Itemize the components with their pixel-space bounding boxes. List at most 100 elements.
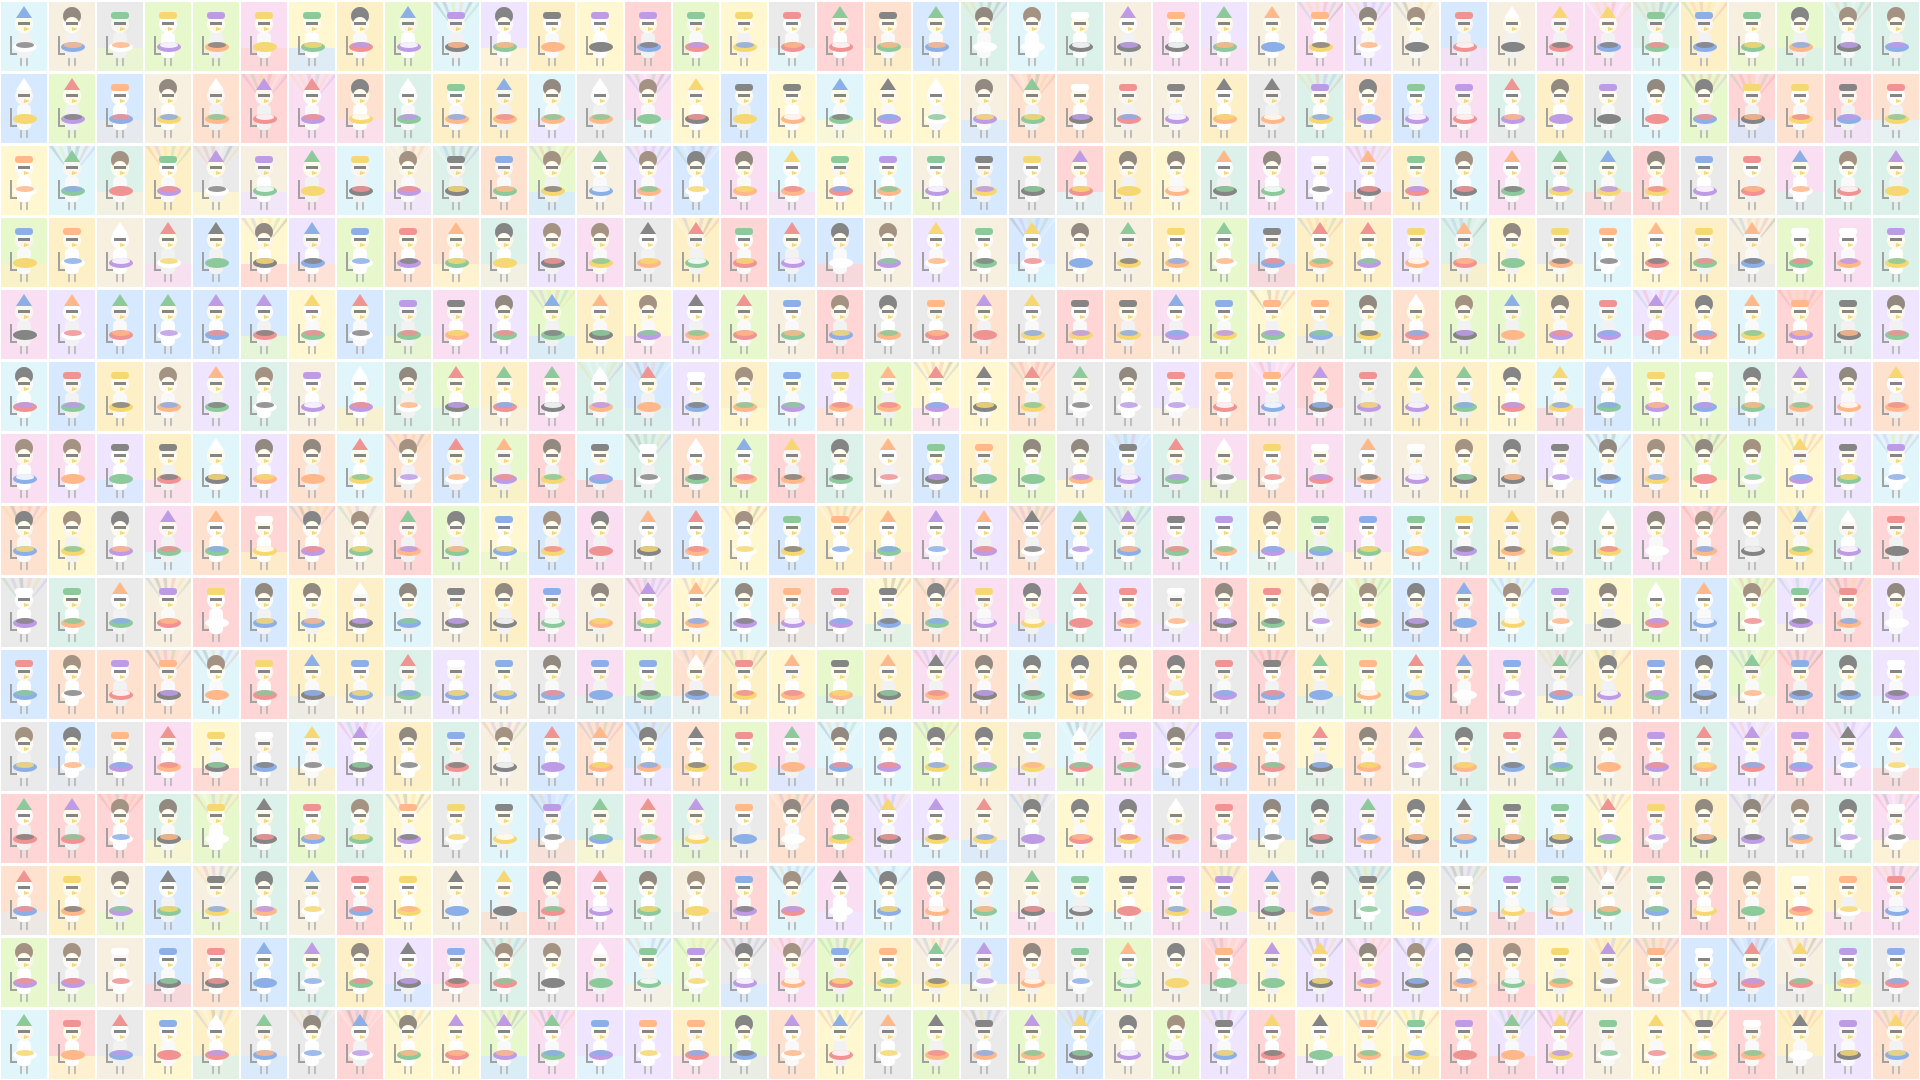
character-tile xyxy=(577,650,623,719)
character-tile xyxy=(385,938,431,1007)
character-tile xyxy=(193,794,239,863)
character-tile xyxy=(433,2,479,71)
character-tile xyxy=(865,506,911,575)
character-tile xyxy=(1153,938,1199,1007)
character-tile xyxy=(769,938,815,1007)
character-tile xyxy=(1681,938,1727,1007)
character-tile xyxy=(673,794,719,863)
character-tile xyxy=(913,362,959,431)
character-tile xyxy=(193,146,239,215)
character-tile xyxy=(961,362,1007,431)
character-tile xyxy=(529,938,575,1007)
character-tile xyxy=(769,794,815,863)
character-tile xyxy=(673,362,719,431)
character-tile xyxy=(577,1010,623,1079)
character-tile xyxy=(1537,578,1583,647)
character-tile xyxy=(1873,650,1919,719)
character-tile xyxy=(1873,794,1919,863)
character-tile xyxy=(1537,1010,1583,1079)
character-tile xyxy=(1,218,47,287)
character-tile xyxy=(577,938,623,1007)
character-tile xyxy=(97,218,143,287)
character-tile xyxy=(1201,434,1247,503)
character-tile xyxy=(1057,434,1103,503)
character-tile xyxy=(433,650,479,719)
character-tile xyxy=(1777,74,1823,143)
character-tile xyxy=(1153,1010,1199,1079)
character-tile xyxy=(913,218,959,287)
character-tile xyxy=(1585,722,1631,791)
character-tile xyxy=(193,74,239,143)
character-tile xyxy=(721,794,767,863)
character-tile xyxy=(721,578,767,647)
character-tile xyxy=(1777,290,1823,359)
character-tile xyxy=(481,938,527,1007)
character-tile xyxy=(1345,2,1391,71)
character-tile xyxy=(817,218,863,287)
character-tile xyxy=(1729,146,1775,215)
character-tile xyxy=(1,722,47,791)
character-tile xyxy=(1777,866,1823,935)
character-tile xyxy=(625,434,671,503)
character-tile xyxy=(1441,2,1487,71)
character-tile xyxy=(1345,362,1391,431)
character-tile xyxy=(1777,650,1823,719)
character-tile xyxy=(1057,650,1103,719)
character-tile xyxy=(1,506,47,575)
character-tile xyxy=(1153,218,1199,287)
character-tile xyxy=(49,650,95,719)
character-tile xyxy=(1057,506,1103,575)
character-tile xyxy=(1057,1010,1103,1079)
character-tile xyxy=(1489,578,1535,647)
character-tile xyxy=(1441,74,1487,143)
character-tile xyxy=(1873,1010,1919,1079)
character-tile xyxy=(1297,650,1343,719)
character-tile xyxy=(49,506,95,575)
character-tile xyxy=(1393,578,1439,647)
character-tile xyxy=(1057,362,1103,431)
character-tile xyxy=(961,1010,1007,1079)
character-tile xyxy=(1537,506,1583,575)
character-tile xyxy=(1585,2,1631,71)
character-tile xyxy=(1345,218,1391,287)
character-tile xyxy=(1729,650,1775,719)
character-tile xyxy=(673,650,719,719)
character-tile xyxy=(1009,1010,1055,1079)
character-tile xyxy=(769,506,815,575)
character-tile xyxy=(1441,866,1487,935)
character-tile xyxy=(1153,722,1199,791)
character-tile xyxy=(1825,866,1871,935)
character-tile xyxy=(1009,650,1055,719)
character-tile xyxy=(961,146,1007,215)
character-tile xyxy=(625,290,671,359)
character-tile xyxy=(1537,146,1583,215)
character-tile xyxy=(1585,650,1631,719)
character-tile xyxy=(385,1010,431,1079)
character-tile xyxy=(1009,578,1055,647)
character-tile xyxy=(49,2,95,71)
character-tile xyxy=(769,1010,815,1079)
character-tile xyxy=(625,218,671,287)
character-tile xyxy=(481,2,527,71)
character-tile xyxy=(481,650,527,719)
character-tile xyxy=(145,74,191,143)
character-tile xyxy=(385,218,431,287)
character-tile xyxy=(241,938,287,1007)
character-tile xyxy=(1201,938,1247,1007)
character-tile xyxy=(1873,146,1919,215)
character-tile xyxy=(1297,74,1343,143)
character-tile xyxy=(1009,794,1055,863)
character-tile xyxy=(49,1010,95,1079)
character-tile xyxy=(1249,434,1295,503)
character-tile xyxy=(289,650,335,719)
character-tile xyxy=(1297,362,1343,431)
character-tile xyxy=(289,218,335,287)
character-tile xyxy=(865,1010,911,1079)
character-tile xyxy=(1393,650,1439,719)
character-tile xyxy=(1585,938,1631,1007)
character-tile xyxy=(1,866,47,935)
character-tile xyxy=(1393,722,1439,791)
character-tile xyxy=(817,2,863,71)
character-tile xyxy=(193,650,239,719)
